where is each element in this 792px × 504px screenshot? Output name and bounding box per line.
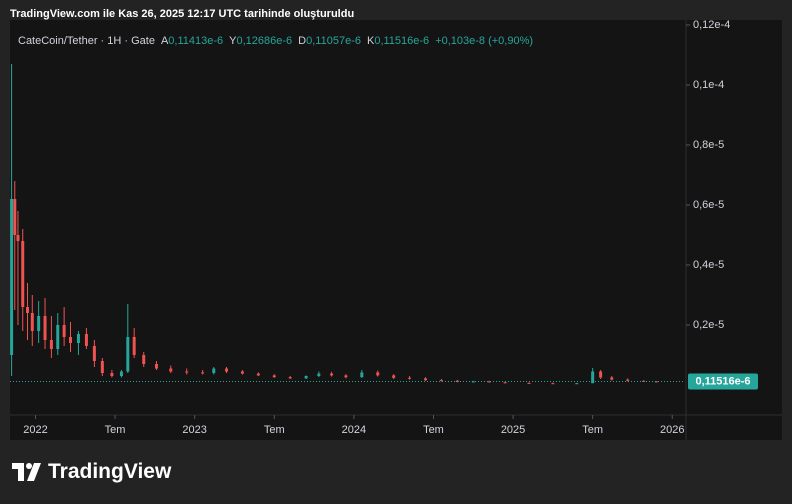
candle-body [288, 377, 292, 379]
ohlc-label: A [160, 35, 169, 47]
candle-body [201, 372, 205, 374]
candle-body [37, 316, 41, 332]
candle-body [626, 379, 630, 381]
candle-body [16, 235, 20, 242]
candle-body [503, 382, 507, 384]
candle-body [439, 380, 443, 382]
candle-body [154, 364, 158, 369]
candle-body [487, 381, 491, 383]
x-tick-label: 2023 [182, 424, 206, 436]
candle-body [142, 355, 146, 365]
y-tick-label: 0,1e-4 [693, 79, 724, 91]
chart-panel [10, 20, 782, 440]
candle-body [169, 368, 173, 372]
last-price-box [688, 373, 758, 390]
x-tick-label: 2026 [660, 424, 684, 436]
candle-body [471, 381, 475, 383]
candle-body [92, 346, 96, 362]
candle-body [591, 371, 595, 384]
ohlc-value: 0,12686e-6 [236, 35, 293, 47]
y-tick-label: 0,6e-5 [693, 199, 724, 211]
x-tick-label: Tem [105, 424, 126, 436]
change: +0,103e-8 (+0,90%) [435, 35, 534, 47]
symbol: CateCoin/Tether · 1H · Gate [18, 35, 155, 47]
candle-body [424, 378, 428, 381]
candle-body [68, 337, 72, 344]
logo-text: TradingView [48, 460, 172, 483]
logo-icon [12, 463, 41, 481]
candle-body [21, 241, 25, 308]
ohlc-value: 0,11057e-6 [306, 35, 361, 47]
candle-body [240, 371, 244, 374]
candle-body [654, 381, 658, 383]
candle-body [132, 337, 136, 356]
candle-body [26, 307, 30, 314]
candle-body [599, 371, 603, 378]
x-tick-label: 2024 [342, 424, 366, 436]
candle-body [317, 373, 321, 377]
candle-body [330, 373, 334, 376]
candle-body [212, 368, 216, 374]
ohlc-label: Y [229, 35, 237, 47]
ohlc-label: K [366, 35, 375, 47]
candle-body [30, 313, 34, 332]
x-tick-label: Tem [264, 424, 285, 436]
candle-body [527, 382, 531, 384]
legend: CateCoin/Tether · 1H · Gate A0,11413e-6 Y0… [18, 35, 539, 47]
y-tick-label: 0,12e-4 [693, 19, 730, 31]
y-tick-label: 0,8e-5 [693, 139, 724, 151]
candle-body [84, 334, 88, 347]
x-tick-label: Tem [423, 424, 444, 436]
x-tick-label: Tem [582, 424, 603, 436]
ohlc-label: D [298, 35, 307, 47]
candle-body [119, 371, 123, 377]
y-tick-label: 0,2e-5 [693, 319, 724, 331]
candle-body [62, 325, 66, 338]
candle-body [408, 377, 412, 379]
candle-body [13, 199, 17, 236]
y-tick-label: 0,4e-5 [693, 259, 724, 271]
candle-body [56, 325, 60, 350]
candle-body [110, 373, 114, 377]
candle-body [126, 337, 130, 372]
candle-body [100, 361, 104, 374]
candle-body [304, 376, 308, 379]
candle-body [76, 334, 80, 344]
ohlc-value: 0,11413e-6 [168, 35, 224, 47]
candle-body [185, 371, 189, 373]
candle-body [360, 372, 364, 378]
candle-body [256, 373, 260, 376]
x-tick-label: 2025 [501, 424, 525, 436]
candle-body [49, 340, 53, 350]
candle-body [344, 375, 348, 378]
candle-body [272, 375, 276, 378]
candle-body [225, 368, 229, 372]
attribution: TradingView.com ile Kas 26, 2025 12:17 U… [10, 8, 355, 20]
candle-body [575, 383, 579, 385]
candle-body [392, 375, 396, 378]
candle-body [10, 199, 14, 356]
last-price-label: 0,11516e-6 [695, 375, 750, 387]
ohlc-value: 0,11516e-6 [374, 35, 430, 47]
logo: TradingView [12, 460, 171, 484]
candle-body [376, 372, 380, 376]
candle-body [610, 377, 614, 380]
candle-body [43, 316, 47, 341]
candle-body [551, 383, 555, 385]
x-tick-label: 2022 [23, 424, 47, 436]
